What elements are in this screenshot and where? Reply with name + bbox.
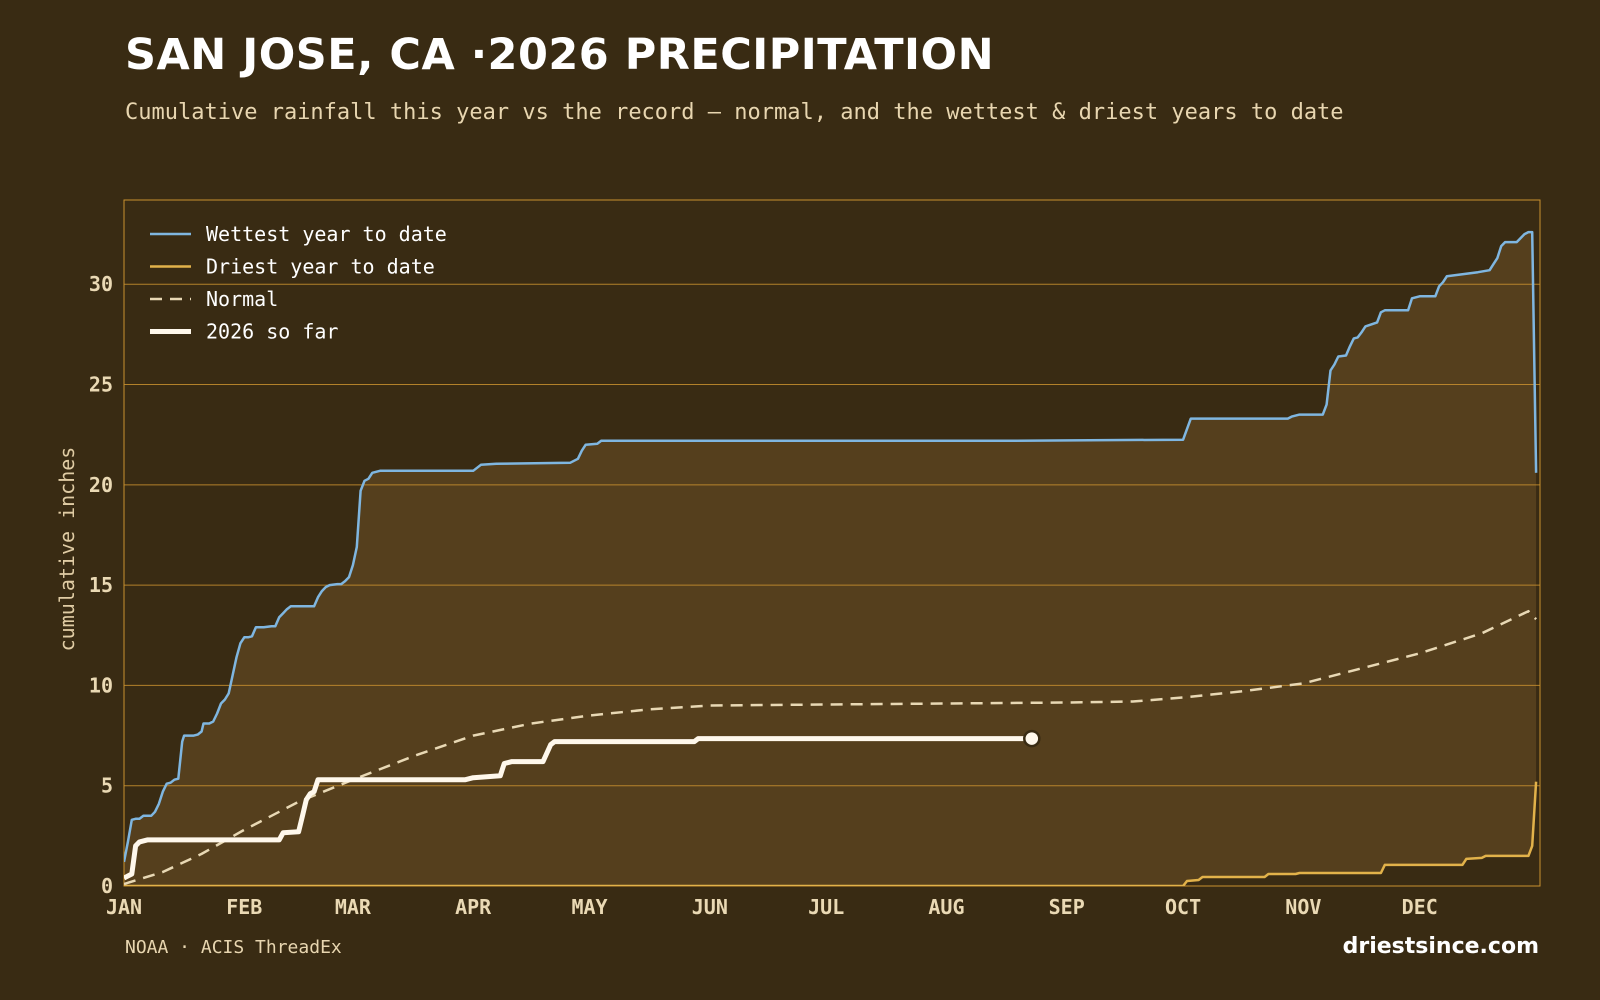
y-tick-5: 5 (101, 774, 113, 798)
y-tick-20: 20 (89, 473, 113, 497)
series-line-1 (124, 230, 1538, 863)
y-tick-30: 30 (89, 272, 113, 296)
x-tick-feb: FEB (226, 895, 262, 919)
gridlines (124, 283, 1540, 787)
legend-label-1: Wettest year to date (206, 222, 447, 246)
x-tick-dec: DEC (1402, 895, 1438, 919)
y-axis-label: cumulative inches (55, 447, 79, 652)
x-tick-jun: JUN (692, 895, 728, 919)
x-tick-aug: AUG (928, 895, 964, 919)
x-tick-sep: SEP (1049, 895, 1085, 919)
legend-label-2: Driest year to date (206, 255, 435, 279)
x-axis-ticks: JAN FEB MAR APR MAY JUN JUL AUG SEP OCT NOV DEC (106, 895, 1438, 919)
y-axis-ticks: 0 5 10 15 20 25 30 (89, 272, 113, 898)
series-line-2 (124, 781, 1538, 886)
series-line-4 (124, 736, 1032, 881)
series-line-3 (124, 609, 1538, 886)
series-lines (124, 230, 1538, 886)
y-tick-15: 15 (89, 573, 113, 597)
legend-label-4: 2026 so far (206, 320, 338, 344)
y-tick-0: 0 (101, 874, 113, 898)
site-link[interactable]: driestsince.com (1342, 934, 1539, 959)
x-tick-nov: NOV (1285, 895, 1321, 919)
y-tick-25: 25 (89, 373, 113, 397)
page-title: SAN JOSE, CA ·2026 PRECIPITATION (125, 30, 995, 80)
current-endpoint (1023, 729, 1041, 748)
current-endpoint-dot (1023, 729, 1041, 748)
source-credit: NOAA · ACIS ThreadEx (125, 937, 342, 958)
x-tick-apr: APR (455, 895, 492, 919)
x-tick-jan: JAN (106, 895, 142, 919)
y-tick-10: 10 (89, 673, 113, 697)
legend-label-3: Normal (206, 287, 278, 311)
record-range-band (124, 232, 1537, 887)
legend: Wettest year to date Driest year to date N… (150, 222, 447, 344)
x-tick-mar: MAR (335, 895, 372, 919)
x-tick-jul: JUL (808, 895, 844, 919)
x-tick-oct: OCT (1165, 895, 1201, 919)
x-tick-may: MAY (571, 895, 607, 919)
page-subtitle: Cumulative rainfall this year vs the rec… (125, 100, 1344, 125)
